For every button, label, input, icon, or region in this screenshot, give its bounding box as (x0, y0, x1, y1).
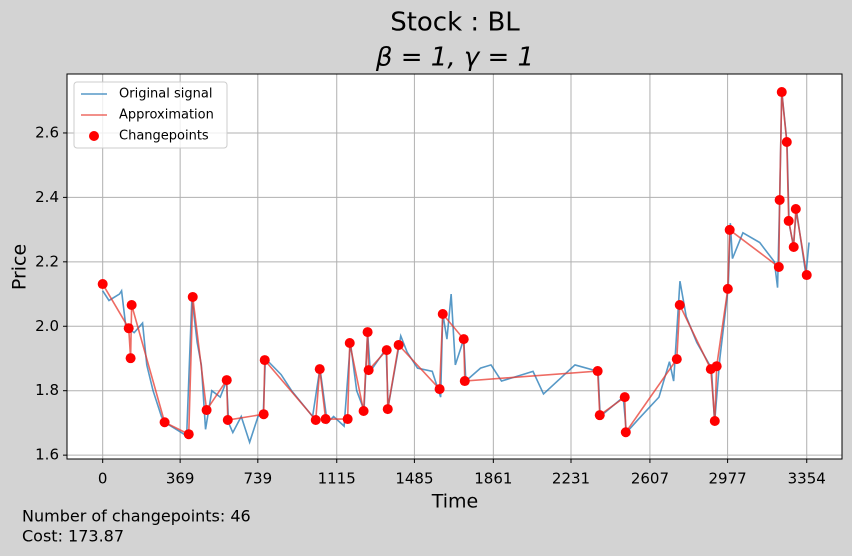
x-tick-label: 739 (243, 470, 272, 488)
changepoint (358, 405, 369, 416)
changepoint (125, 353, 136, 364)
changepoint (393, 339, 404, 350)
changepoint (342, 414, 353, 425)
changepoint (776, 87, 787, 98)
changepoint (592, 366, 603, 377)
changepoint (437, 309, 448, 320)
plot-frame (66, 73, 843, 460)
changepoint (126, 300, 137, 310)
legend-box (73, 81, 228, 149)
y-tick-label: 1.8 (35, 381, 59, 399)
changepoint (362, 327, 373, 338)
changepoint (381, 345, 392, 356)
legend-label: Changepoints (119, 129, 209, 144)
x-tick-label: 1861 (474, 470, 512, 488)
x-axis-label: Time (431, 491, 479, 513)
changepoint (709, 415, 720, 426)
changepoint (773, 261, 784, 272)
changepoint (183, 429, 194, 440)
x-tick-label: 369 (166, 470, 195, 488)
changepoint (774, 194, 785, 205)
changepoint (221, 375, 232, 386)
changepoint (801, 270, 812, 281)
changepoint (619, 392, 630, 403)
changepoint (671, 354, 682, 365)
x-tick-label: 0 (98, 470, 108, 488)
changepoint (258, 409, 269, 420)
legend-label: Original signal (119, 87, 212, 102)
y-tick-label: 1.6 (35, 446, 59, 464)
changepoint (187, 291, 198, 302)
changepoint (222, 415, 233, 426)
x-tick-label: 3354 (788, 470, 826, 488)
changepoint (781, 136, 792, 147)
changepoint (314, 364, 325, 375)
changepoint (674, 300, 685, 310)
chart-subtitle: β = 1, γ = 1 (375, 43, 534, 73)
changepoint (459, 376, 470, 387)
changepoint (434, 384, 445, 395)
x-tick-label: 1115 (318, 470, 356, 488)
changepoint (123, 323, 134, 334)
y-tick-label: 2.0 (35, 317, 59, 335)
changepoint (201, 405, 212, 416)
x-tick-label: 2977 (709, 470, 747, 488)
changepoint (722, 283, 733, 294)
changepoint (97, 279, 108, 290)
changepoint (790, 203, 801, 214)
changepoint (259, 355, 270, 366)
changepoint (724, 224, 735, 235)
changepoint (382, 404, 393, 415)
y-tick-label: 2.4 (35, 188, 59, 206)
x-tick-label: 1485 (395, 470, 433, 488)
chart-title: Stock : BL (390, 8, 520, 38)
footer-text: Cost: 173.87 (22, 527, 124, 546)
changepoint (783, 215, 794, 226)
changepoint (159, 417, 170, 428)
y-tick-label: 2.6 (35, 123, 59, 141)
changepoint (458, 334, 469, 345)
series-line (102, 91, 808, 436)
changepoint (594, 410, 605, 421)
changepoint (320, 414, 331, 425)
y-axis-label: Price (9, 244, 31, 290)
y-tick-label: 2.2 (35, 252, 59, 270)
footer-text: Number of changepoints: 46 (22, 507, 251, 526)
changepoint (711, 361, 722, 372)
changepoint (788, 242, 799, 253)
legend-label: Approximation (119, 108, 214, 123)
changepoint (344, 338, 355, 349)
changepoint (363, 365, 374, 376)
x-tick-label: 2607 (631, 470, 669, 488)
changepoint (620, 427, 631, 438)
changepoint (310, 415, 321, 426)
x-tick-label: 2231 (552, 470, 590, 488)
legend-marker (89, 131, 99, 141)
